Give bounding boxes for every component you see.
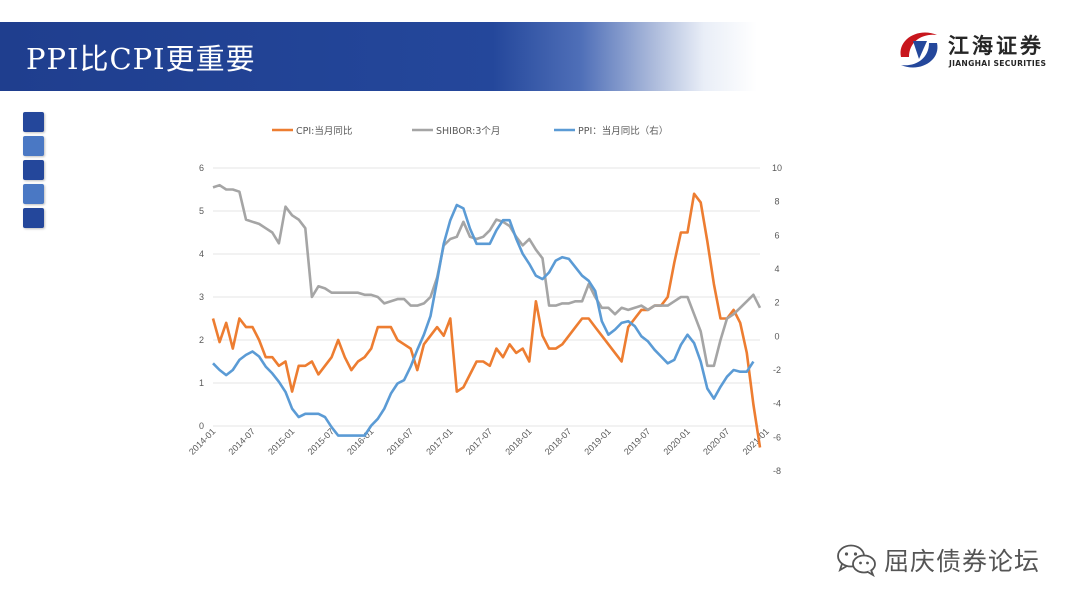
right-axis: -8 -6 -4 -2 0 2 4 6 8 10 (772, 163, 782, 476)
y-left-tick-label: 4 (199, 249, 204, 259)
series-line-2 (212, 183, 762, 368)
left-axis: 0 1 2 3 4 5 6 (199, 163, 204, 431)
wechat-icon (837, 544, 876, 577)
y-right-tick-label: 6 (774, 230, 779, 240)
page-title: PPI比CPI更重要 (26, 42, 256, 76)
watermark-text: 屈庆债券论坛 (884, 547, 1041, 576)
x-tick-label: 2020-07 (701, 426, 731, 456)
x-tick-label: 2020-01 (661, 426, 691, 456)
chart-legend: CPI:当月同比 SHIBOR:3个月 PPI：当月同比（右） (272, 125, 668, 137)
y-left-tick-label: 5 (199, 206, 204, 216)
x-tick-label: 2019-01 (582, 426, 612, 456)
legend-label: CPI:当月同比 (296, 125, 352, 137)
y-left-tick-label: 0 (199, 421, 204, 431)
legend-label: SHIBOR:3个月 (436, 126, 500, 137)
nav-square-4 (23, 184, 44, 204)
wechat-watermark: 屈庆债券论坛 (836, 542, 1040, 578)
title-bar (0, 22, 880, 91)
x-tick-label: 2017-07 (464, 426, 494, 456)
series-line-1 (211, 192, 762, 448)
y-right-tick-label: 2 (774, 298, 779, 308)
chart-series (211, 183, 762, 448)
slide-nav (23, 112, 44, 232)
x-tick-label: 2016-01 (345, 426, 375, 456)
x-tick-label: 2021-01 (741, 426, 771, 456)
logo-english-name: JIANGHAI SECURITIES (949, 59, 1047, 68)
x-tick-label: 2019-07 (622, 426, 652, 456)
x-tick-label: 2018-01 (503, 426, 533, 456)
y-left-tick-label: 1 (199, 378, 204, 388)
y-right-tick-label: -6 (773, 432, 781, 442)
legend-label: PPI：当月同比（右） (578, 125, 668, 137)
x-tick-label: 2014-07 (227, 426, 257, 456)
x-tick-label: 2017-01 (424, 426, 454, 456)
x-tick-label: 2015-01 (266, 426, 296, 456)
y-right-tick-label: -8 (773, 466, 781, 476)
jianghai-logo-icon (898, 29, 940, 71)
x-tick-label: 2018-07 (543, 426, 573, 456)
y-right-tick-label: 8 (774, 197, 779, 207)
chart-grid (213, 167, 760, 427)
y-left-tick-label: 6 (199, 163, 204, 173)
nav-square-2 (23, 136, 44, 156)
y-right-tick-label: -2 (773, 365, 781, 375)
y-right-tick-label: -4 (773, 399, 781, 409)
nav-square-5 (23, 208, 44, 228)
x-tick-label: 2016-07 (385, 426, 415, 456)
series-line-3 (212, 203, 755, 437)
y-right-tick-label: 10 (772, 163, 782, 173)
y-right-tick-label: 4 (774, 264, 779, 274)
nav-square-3 (23, 160, 44, 180)
x-axis: 2014-01 2014-07 2015-01 2015-07 2016-01 2016-… (187, 426, 771, 456)
y-left-tick-label: 2 (199, 335, 204, 345)
x-tick-label: 2015-07 (306, 426, 336, 456)
y-right-tick-label: 0 (774, 331, 779, 341)
nav-square-1 (23, 112, 44, 132)
logo-chinese-name: 江海证券 (948, 34, 1044, 58)
y-left-tick-label: 3 (199, 292, 204, 302)
